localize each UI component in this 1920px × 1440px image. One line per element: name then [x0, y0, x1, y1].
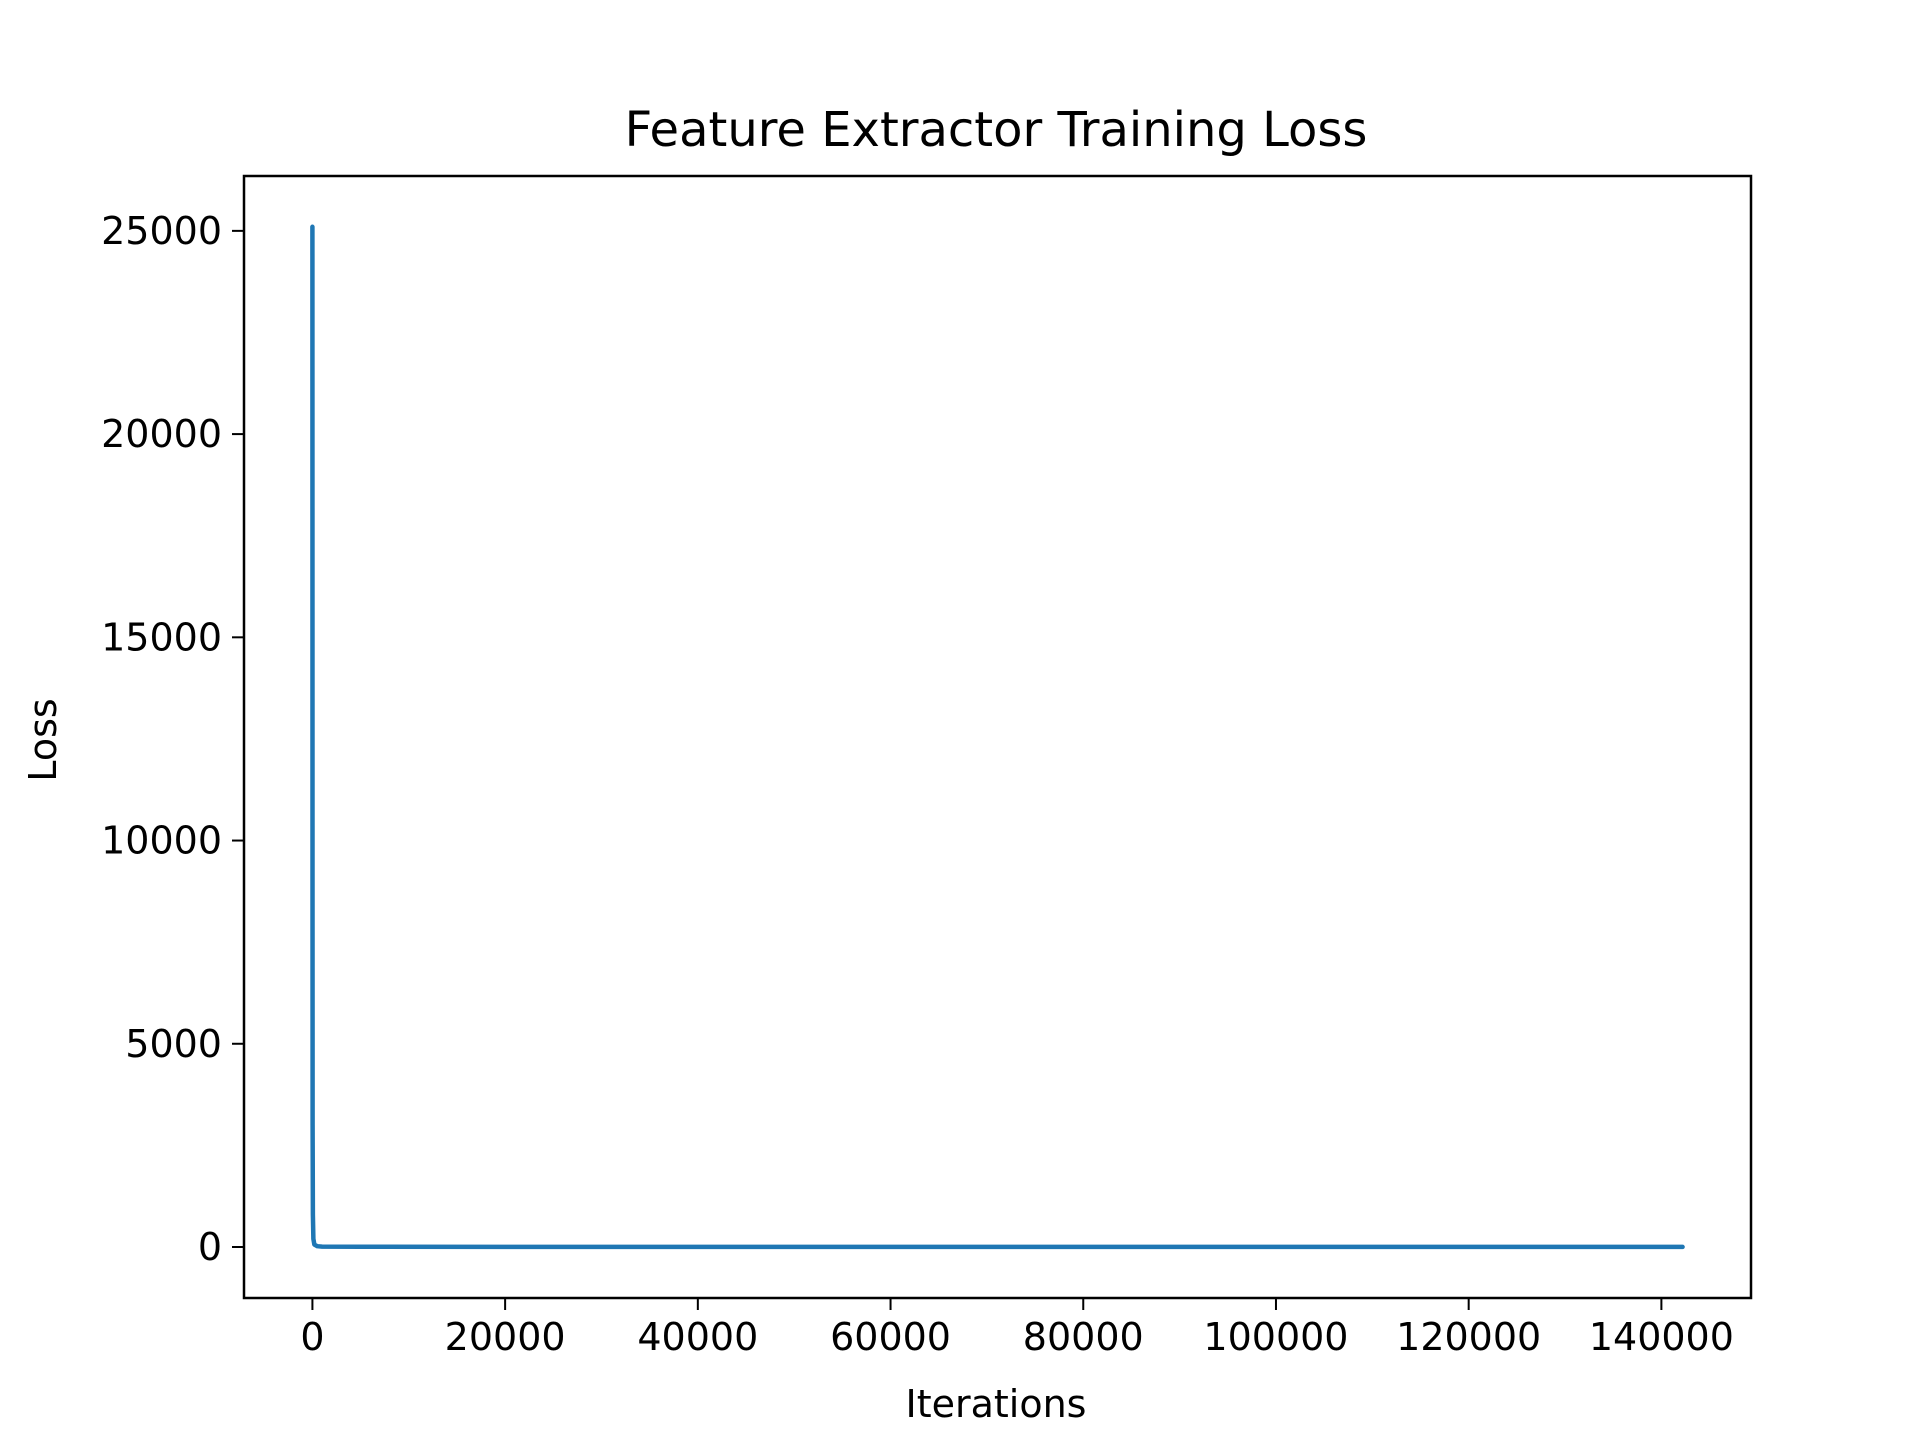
y-tick-label: 25000 — [101, 209, 222, 253]
x-axis-label: Iterations — [906, 1382, 1087, 1426]
x-tick-label: 60000 — [830, 1315, 951, 1359]
x-tick-label: 80000 — [1023, 1315, 1144, 1359]
x-tick-label: 120000 — [1396, 1315, 1541, 1359]
series-line-0 — [310, 224, 1685, 1250]
x-tick-label: 100000 — [1203, 1315, 1348, 1359]
x-tick-label: 0 — [300, 1315, 324, 1359]
y-tick-label: 20000 — [101, 412, 222, 456]
chart-title: Feature Extractor Training Loss — [625, 102, 1368, 158]
axes-frame — [242, 174, 1753, 1300]
x-tick-label: 40000 — [637, 1315, 758, 1359]
y-tick-label: 5000 — [125, 1022, 222, 1066]
x-tick-label: 20000 — [445, 1315, 566, 1359]
axis-ticks: 0 20000 40000 60000 80000 100000 120000 140000 0… — [101, 209, 1734, 1359]
plot-area — [310, 224, 1685, 1250]
y-tick-label: 10000 — [101, 819, 222, 863]
y-axis-label: Loss — [21, 698, 65, 781]
y-tick-label: 0 — [198, 1225, 222, 1269]
y-tick-label: 15000 — [101, 615, 222, 659]
x-tick-label: 140000 — [1589, 1315, 1734, 1359]
